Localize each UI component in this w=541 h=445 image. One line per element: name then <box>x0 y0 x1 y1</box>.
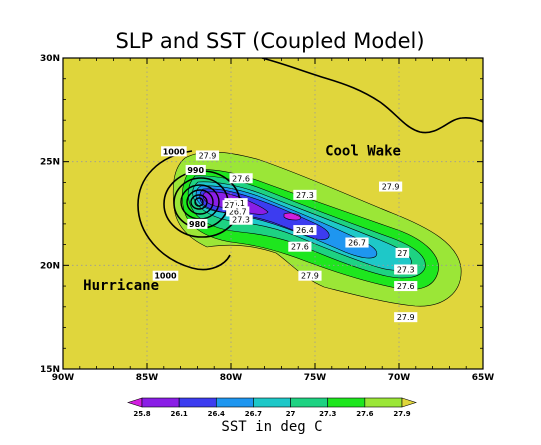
plot-content: 27.927.626.126.727.32727.326.426.72727.9… <box>63 58 483 369</box>
map-annotations: Cool Wake Hurricane <box>83 143 401 294</box>
y-tick-label: 25N <box>40 158 60 168</box>
x-tick-label: 70W <box>388 373 411 383</box>
sst-contour-label: 26.7 <box>229 207 247 216</box>
sst-contour-line <box>283 212 301 221</box>
sst-contour-label: 27.9 <box>199 151 217 160</box>
plot-frame <box>62 57 484 370</box>
sst-contour-label: 27 <box>224 201 234 210</box>
sst-contour-label: 27.6 <box>397 282 415 291</box>
slp-contour-label: 1000 <box>163 147 186 156</box>
sst-contour-label: 27.6 <box>291 243 309 252</box>
sst-contour-label-box <box>345 237 369 248</box>
sst-contour-label-box <box>288 241 312 252</box>
sst-contour-label-box <box>394 264 418 275</box>
colorbar-level-label: 27.6 <box>356 410 373 418</box>
slp-contour-label-box <box>152 270 179 281</box>
map-annotation: Hurricane <box>83 278 159 294</box>
slp-contour-label-box <box>187 218 208 229</box>
sst-contour-label: 27.6 <box>232 174 250 183</box>
colorbar-segment <box>178 397 217 408</box>
sst-contour-label-box <box>379 181 403 192</box>
slp-contour-1000 <box>137 150 231 271</box>
sst-contour-label: 27.3 <box>232 216 250 225</box>
sst-contour-label: 27.9 <box>382 183 400 192</box>
sst-contour-line <box>195 185 378 259</box>
x-tick-label: 75W <box>304 373 327 383</box>
sst-contour-label: 27.3 <box>397 265 415 274</box>
sst-contour-label: 27.9 <box>397 313 415 322</box>
slp-contour-label-box <box>185 164 206 175</box>
contour-labels: 27.927.626.126.727.32727.326.426.72727.9… <box>152 146 418 323</box>
colorbar-level-label: 26.7 <box>245 410 262 418</box>
y-tick-label: 20N <box>40 261 60 271</box>
slp-contour-label: 1000 <box>154 272 177 281</box>
chart-title: SLP and SST (Coupled Model) <box>115 29 424 53</box>
map-annotation: Cool Wake <box>325 143 401 159</box>
x-tick-label: 65W <box>472 373 495 383</box>
sst-contour-label-box <box>226 206 250 217</box>
x-tick-label: 90W <box>52 373 75 383</box>
sst-contour-label-box <box>298 270 322 281</box>
colorbar-segment <box>401 397 417 408</box>
sst-contour-label-box <box>293 225 317 236</box>
colorbar-level-label: 26.4 <box>208 410 225 418</box>
slp-contour-inner <box>186 189 214 215</box>
sst-contour-label-box <box>394 312 418 323</box>
sst-contour-label: 26.4 <box>296 226 314 235</box>
colorbar-level-label: 27.9 <box>393 410 410 418</box>
colorbar-segment <box>127 397 143 408</box>
colorbar-segment <box>290 397 329 408</box>
sst-contour-label: 27.9 <box>301 272 319 281</box>
slp-contour-label: 980 <box>189 220 206 229</box>
x-tick-label: 85W <box>136 373 159 383</box>
colorbar-level-label: 27.3 <box>319 410 336 418</box>
colorbar-segment <box>215 397 254 408</box>
sst-contour-label-box <box>195 150 220 161</box>
sst-contour-label-box <box>229 214 253 225</box>
colorbar-title: SST in deg C <box>221 419 322 435</box>
sst-contour-label-box <box>293 189 317 200</box>
sst-contour-line <box>199 188 330 240</box>
sst-contour-label-box <box>394 281 418 292</box>
slp-contour-inner <box>190 194 208 210</box>
slp-contour-label-box <box>161 146 187 157</box>
colorbar-level-label: 26.1 <box>171 410 188 418</box>
slp-contours <box>137 58 483 271</box>
sst-contour-line <box>187 175 426 279</box>
sst-contour-label-box <box>229 173 253 184</box>
y-tick-label: 15N <box>40 365 60 375</box>
colorbar-level-label: 27 <box>286 410 296 418</box>
x-tick-label: 80W <box>220 373 243 383</box>
sst-colorbar: 25.8 26.1 26.4 26.7 27 27.3 27.6 27.9 <box>127 397 417 418</box>
colorbar-segment <box>327 397 366 408</box>
sst-contour-label: 27.3 <box>296 191 314 200</box>
axes: 90W 85W 80W 75W 70W 65W 15N 20N 25N 30N <box>40 54 494 383</box>
colorbar-segment <box>364 397 403 408</box>
colorbar-segment <box>141 397 180 408</box>
sst-band-25.8 <box>284 212 301 220</box>
sst-contour-label-box <box>222 200 237 211</box>
colorbar-segment <box>253 397 291 408</box>
sst-contour-label-box <box>395 247 410 258</box>
slp-contour-inner <box>194 197 204 207</box>
y-tick-label: 30N <box>40 54 60 64</box>
sst-contour-label: 26.7 <box>348 239 366 248</box>
slp-contour-label: 990 <box>187 166 204 175</box>
colorbar-level-label: 25.8 <box>133 410 150 418</box>
sst-contour-line <box>192 181 412 271</box>
slp-contour-1010 <box>261 58 483 134</box>
sst-contour-label: 27 <box>397 249 407 258</box>
